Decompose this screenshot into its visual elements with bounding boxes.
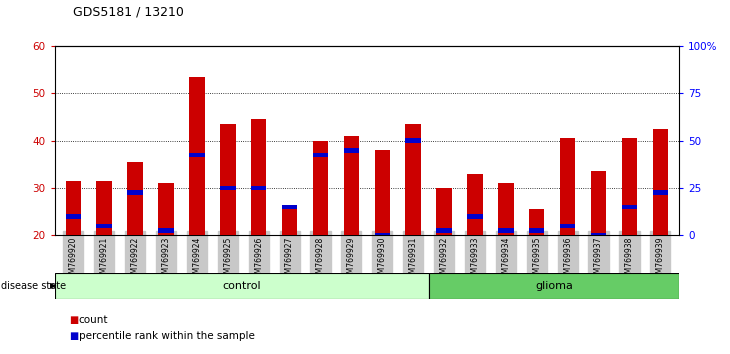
Text: ■: ■ — [69, 331, 79, 341]
Bar — [529, 228, 545, 233]
Bar — [220, 124, 236, 235]
Bar — [622, 205, 637, 209]
Bar — [55, 273, 429, 299]
Bar — [467, 214, 483, 219]
Bar — [282, 205, 297, 209]
Bar — [374, 233, 390, 238]
Text: disease state: disease state — [1, 281, 66, 291]
Bar — [591, 233, 607, 238]
Text: GDS5181 / 13210: GDS5181 / 13210 — [73, 5, 184, 18]
Text: count: count — [79, 315, 108, 325]
Text: percentile rank within the sample: percentile rank within the sample — [79, 331, 255, 341]
Bar — [158, 228, 174, 233]
Bar — [66, 214, 81, 219]
Bar — [622, 138, 637, 235]
Text: control: control — [223, 281, 261, 291]
Bar — [467, 174, 483, 235]
Bar — [312, 153, 328, 157]
Bar — [653, 190, 668, 195]
Bar — [282, 209, 297, 235]
Bar — [127, 190, 143, 195]
Bar — [498, 228, 514, 233]
Text: ■: ■ — [69, 315, 79, 325]
Bar — [591, 171, 607, 235]
Bar — [405, 124, 421, 235]
Bar — [560, 224, 575, 228]
Text: glioma: glioma — [535, 281, 573, 291]
Bar — [220, 186, 236, 190]
Bar — [344, 136, 359, 235]
Bar — [560, 138, 575, 235]
Bar — [429, 273, 679, 299]
Bar — [189, 153, 204, 157]
Bar — [96, 181, 112, 235]
Bar — [437, 188, 452, 235]
Bar — [66, 181, 81, 235]
Bar — [251, 119, 266, 235]
Bar — [437, 228, 452, 233]
Bar — [529, 209, 545, 235]
Bar — [653, 129, 668, 235]
Bar — [158, 183, 174, 235]
Bar — [498, 183, 514, 235]
Bar — [127, 162, 143, 235]
Bar — [405, 138, 421, 143]
Text: ▶: ▶ — [50, 281, 56, 290]
Bar — [344, 148, 359, 153]
Bar — [374, 150, 390, 235]
Bar — [96, 224, 112, 228]
Bar — [251, 186, 266, 190]
Bar — [189, 77, 204, 235]
Bar — [312, 141, 328, 235]
